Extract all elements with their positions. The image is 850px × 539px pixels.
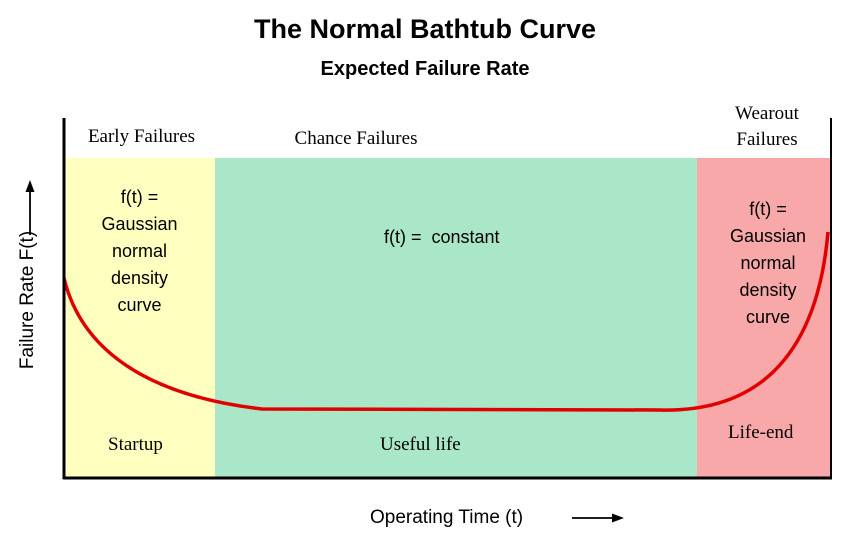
x-axis-label: Operating Time (t) <box>370 507 524 528</box>
bathtub-curve <box>62 231 830 412</box>
early-formula-line-1: f(t) = <box>120 187 159 207</box>
chance-failures-region <box>215 158 697 477</box>
diagram-title: The Normal Bathtub Curve <box>253 14 597 44</box>
chance-formula: f(t) = constant <box>384 227 500 247</box>
wearout-header-line-1: Wearout <box>735 103 799 124</box>
wearout-formula-line-4: density <box>739 280 797 300</box>
y-arrow-icon <box>25 180 35 235</box>
wearout-formula: f(t) = Gaussian normal density curve <box>692 196 844 331</box>
chance-failures-header: Chance Failures <box>294 128 418 149</box>
wearout-failures-header: Wearout Failures <box>697 101 837 153</box>
wearout-formula-line-5: curve <box>745 307 790 327</box>
diagram-subtitle: Expected Failure Rate <box>320 58 530 80</box>
y-axis-label: Failure Rate F(t) <box>17 230 38 370</box>
startup-label: Startup <box>108 434 163 455</box>
early-formula-line-4: density <box>110 268 169 288</box>
early-failures-header: Early Failures <box>87 126 196 147</box>
x-arrow-icon <box>572 513 624 523</box>
early-formula-line-5: curve <box>117 295 162 315</box>
wearout-formula-line-1: f(t) = <box>749 199 787 219</box>
wearout-header-line-2: Failures <box>736 129 798 150</box>
life-end-label: Life-end <box>728 422 794 443</box>
wearout-formula-line-2: Gaussian <box>729 226 807 246</box>
early-formula-line-3: normal <box>111 241 168 261</box>
wearout-formula-line-3: normal <box>740 253 796 273</box>
early-formula-line-2: Gaussian <box>101 214 178 234</box>
early-formula: f(t) = Gaussian normal density curve <box>50 184 229 319</box>
useful-life-label: Useful life <box>380 434 461 455</box>
early-failures-region <box>64 158 215 477</box>
